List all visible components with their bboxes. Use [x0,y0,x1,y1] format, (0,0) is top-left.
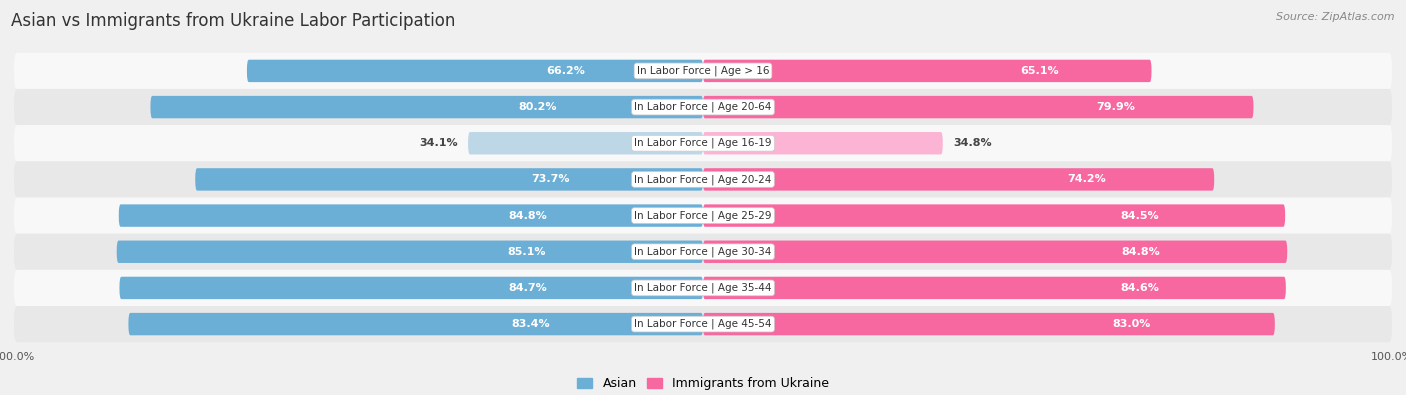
FancyBboxPatch shape [703,204,1285,227]
Text: 65.1%: 65.1% [1021,66,1059,76]
FancyBboxPatch shape [468,132,703,154]
FancyBboxPatch shape [14,161,1392,198]
Text: In Labor Force | Age 30-34: In Labor Force | Age 30-34 [634,246,772,257]
Text: 83.0%: 83.0% [1112,319,1152,329]
Text: 84.7%: 84.7% [509,283,547,293]
FancyBboxPatch shape [120,277,703,299]
FancyBboxPatch shape [150,96,703,118]
Text: In Labor Force | Age 20-24: In Labor Force | Age 20-24 [634,174,772,185]
FancyBboxPatch shape [247,60,703,82]
FancyBboxPatch shape [14,125,1392,161]
FancyBboxPatch shape [703,313,1275,335]
Text: In Labor Force | Age 20-64: In Labor Force | Age 20-64 [634,102,772,112]
Text: 83.4%: 83.4% [512,319,550,329]
Text: In Labor Force | Age 25-29: In Labor Force | Age 25-29 [634,210,772,221]
Text: 66.2%: 66.2% [547,66,586,76]
Text: 84.5%: 84.5% [1121,211,1159,220]
Text: Asian vs Immigrants from Ukraine Labor Participation: Asian vs Immigrants from Ukraine Labor P… [11,12,456,30]
Text: In Labor Force | Age 45-54: In Labor Force | Age 45-54 [634,319,772,329]
FancyBboxPatch shape [117,241,703,263]
FancyBboxPatch shape [14,198,1392,234]
FancyBboxPatch shape [195,168,703,191]
Text: In Labor Force | Age 16-19: In Labor Force | Age 16-19 [634,138,772,149]
Text: 73.7%: 73.7% [531,175,569,184]
Legend: Asian, Immigrants from Ukraine: Asian, Immigrants from Ukraine [572,372,834,395]
Text: 79.9%: 79.9% [1097,102,1135,112]
FancyBboxPatch shape [703,241,1288,263]
Text: 85.1%: 85.1% [508,247,547,257]
Text: 84.8%: 84.8% [1122,247,1160,257]
Text: 34.1%: 34.1% [419,138,458,148]
FancyBboxPatch shape [118,204,703,227]
FancyBboxPatch shape [703,96,1254,118]
Text: In Labor Force | Age 35-44: In Labor Force | Age 35-44 [634,283,772,293]
Text: 84.8%: 84.8% [509,211,547,220]
Text: Source: ZipAtlas.com: Source: ZipAtlas.com [1277,12,1395,22]
FancyBboxPatch shape [128,313,703,335]
FancyBboxPatch shape [703,277,1286,299]
Text: 74.2%: 74.2% [1067,175,1105,184]
Text: 80.2%: 80.2% [517,102,557,112]
FancyBboxPatch shape [14,53,1392,89]
Text: In Labor Force | Age > 16: In Labor Force | Age > 16 [637,66,769,76]
FancyBboxPatch shape [14,234,1392,270]
FancyBboxPatch shape [703,132,943,154]
FancyBboxPatch shape [703,168,1215,191]
Text: 84.6%: 84.6% [1121,283,1160,293]
FancyBboxPatch shape [703,60,1152,82]
FancyBboxPatch shape [14,89,1392,125]
Text: 34.8%: 34.8% [953,138,991,148]
FancyBboxPatch shape [14,270,1392,306]
FancyBboxPatch shape [14,306,1392,342]
